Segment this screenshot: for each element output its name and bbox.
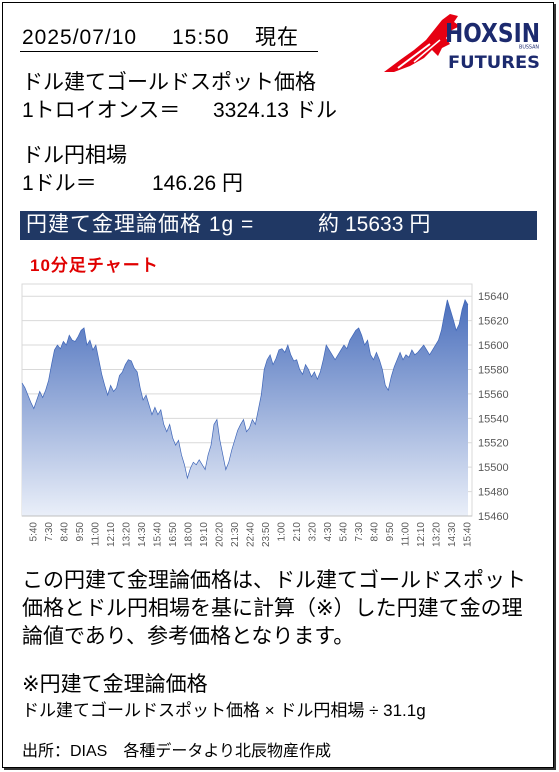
gold-spot-value: 3324.13: [213, 99, 289, 122]
x-tick-label: 4:30: [323, 522, 334, 542]
x-tick-label: 8:40: [370, 522, 381, 542]
theory-price-bar: 円建て金理論価格 1g = 約 15633 円: [20, 211, 537, 240]
y-tick-label: 15560: [478, 389, 509, 401]
hoxsin-logo: HOXSIN BUSSAN FUTURES: [384, 14, 540, 73]
x-tick-label: 14:30: [447, 522, 458, 547]
x-tick-label: 22:40: [246, 522, 257, 547]
theory-price-prefix: 約: [318, 213, 339, 236]
x-tick-label: 1:00: [277, 522, 288, 542]
theory-price-value-group: 約 15633 円: [318, 212, 436, 237]
x-tick-label: 11:00: [91, 522, 102, 547]
explanation-line: 価格とドル円相場を基に計算（※）した円建て金の理: [22, 597, 523, 620]
usdjpy-unit: 円: [222, 172, 243, 195]
explanation-line: 論値であり、参考価格となります。: [22, 625, 355, 648]
logo-sub-text: FUTURES: [448, 53, 540, 73]
x-tick-label: 16:50: [168, 522, 179, 547]
formula-text: ドル建てゴールドスポット価格 × ドル円相場 ÷ 31.1g: [22, 701, 426, 720]
y-tick-label: 15500: [478, 462, 509, 474]
card-frame: [2, 2, 554, 768]
price-line: [21, 299, 469, 480]
x-tick-label: 14:30: [137, 522, 148, 547]
x-tick-label: 7:30: [44, 522, 55, 542]
x-tick-label: 13:20: [432, 522, 443, 547]
logo-stripe: [397, 43, 431, 69]
y-tick-label: 15480: [478, 487, 509, 499]
x-tick-label: 12:10: [106, 522, 117, 547]
y-tick-label: 15580: [478, 364, 509, 376]
header-time: 15:50: [172, 26, 230, 49]
formula-title: ※円建て金理論価格: [22, 673, 208, 696]
gold-spot-unit: ドル: [295, 99, 337, 122]
usdjpy-title: ドル円相場: [22, 144, 127, 167]
x-tick-label: 9:50: [75, 522, 86, 542]
y-tick-label: 15640: [478, 291, 509, 303]
gold-spot-label: 1トロイオンス＝: [22, 99, 181, 122]
header-underline: [20, 51, 318, 52]
theory-price-label: 円建て金理論価格 1g =: [26, 213, 255, 236]
x-tick-label: 9:50: [385, 522, 396, 542]
y-tick-label: 15540: [478, 413, 509, 425]
theory-price-unit: 円: [409, 213, 431, 236]
chart-title: 10分足チャート: [30, 256, 159, 275]
x-tick-label: 2:10: [292, 522, 303, 542]
header-date: 2025/07/10: [22, 26, 138, 49]
usdjpy-value: 146.26: [152, 172, 217, 195]
x-tick-label: 5:40: [29, 522, 40, 542]
x-tick-label: 19:10: [199, 522, 210, 547]
theory-price-value: 15633: [345, 213, 404, 236]
x-tick-label: 23:50: [261, 522, 272, 547]
x-tick-label: 3:20: [308, 522, 319, 542]
x-tick-label: 13:20: [122, 522, 133, 547]
logo-stripe: [413, 39, 441, 63]
logo-small-text: BUSSAN: [519, 45, 539, 51]
header-as-of: 現在: [255, 26, 299, 49]
x-tick-label: 15:40: [463, 522, 474, 547]
usdjpy-label: 1ドル＝: [22, 172, 97, 195]
x-tick-label: 8:40: [60, 522, 71, 542]
x-tick-label: 18:00: [184, 522, 195, 547]
x-tick-label: 11:00: [401, 522, 412, 547]
x-tick-label: 15:40: [153, 522, 164, 547]
x-tick-label: 12:10: [416, 522, 427, 547]
x-tick-label: 7:30: [354, 522, 365, 542]
x-tick-label: 5:40: [339, 522, 350, 542]
source-note: 出所：DIAS 各種データより北辰物産作成: [22, 743, 332, 760]
y-tick-label: 15600: [478, 340, 509, 352]
logo-main-text: HOXSIN: [445, 19, 540, 49]
logo-red-mark: [384, 14, 460, 72]
x-tick-label: 20:20: [215, 522, 226, 547]
price-chart: 15460 15480 15500 15520 15540 15560 15580 15600…: [21, 283, 509, 547]
y-tick-label: 15460: [478, 511, 509, 523]
y-tick-label: 15520: [478, 438, 509, 450]
explanation-line: この円建て金理論価格は、ドル建てゴールドスポット: [22, 569, 526, 592]
gold-spot-title: ドル建てゴールドスポット価格: [22, 71, 316, 94]
x-tick-label: 21:30: [230, 522, 241, 547]
y-tick-label: 15620: [478, 316, 509, 328]
price-area: [22, 299, 468, 516]
